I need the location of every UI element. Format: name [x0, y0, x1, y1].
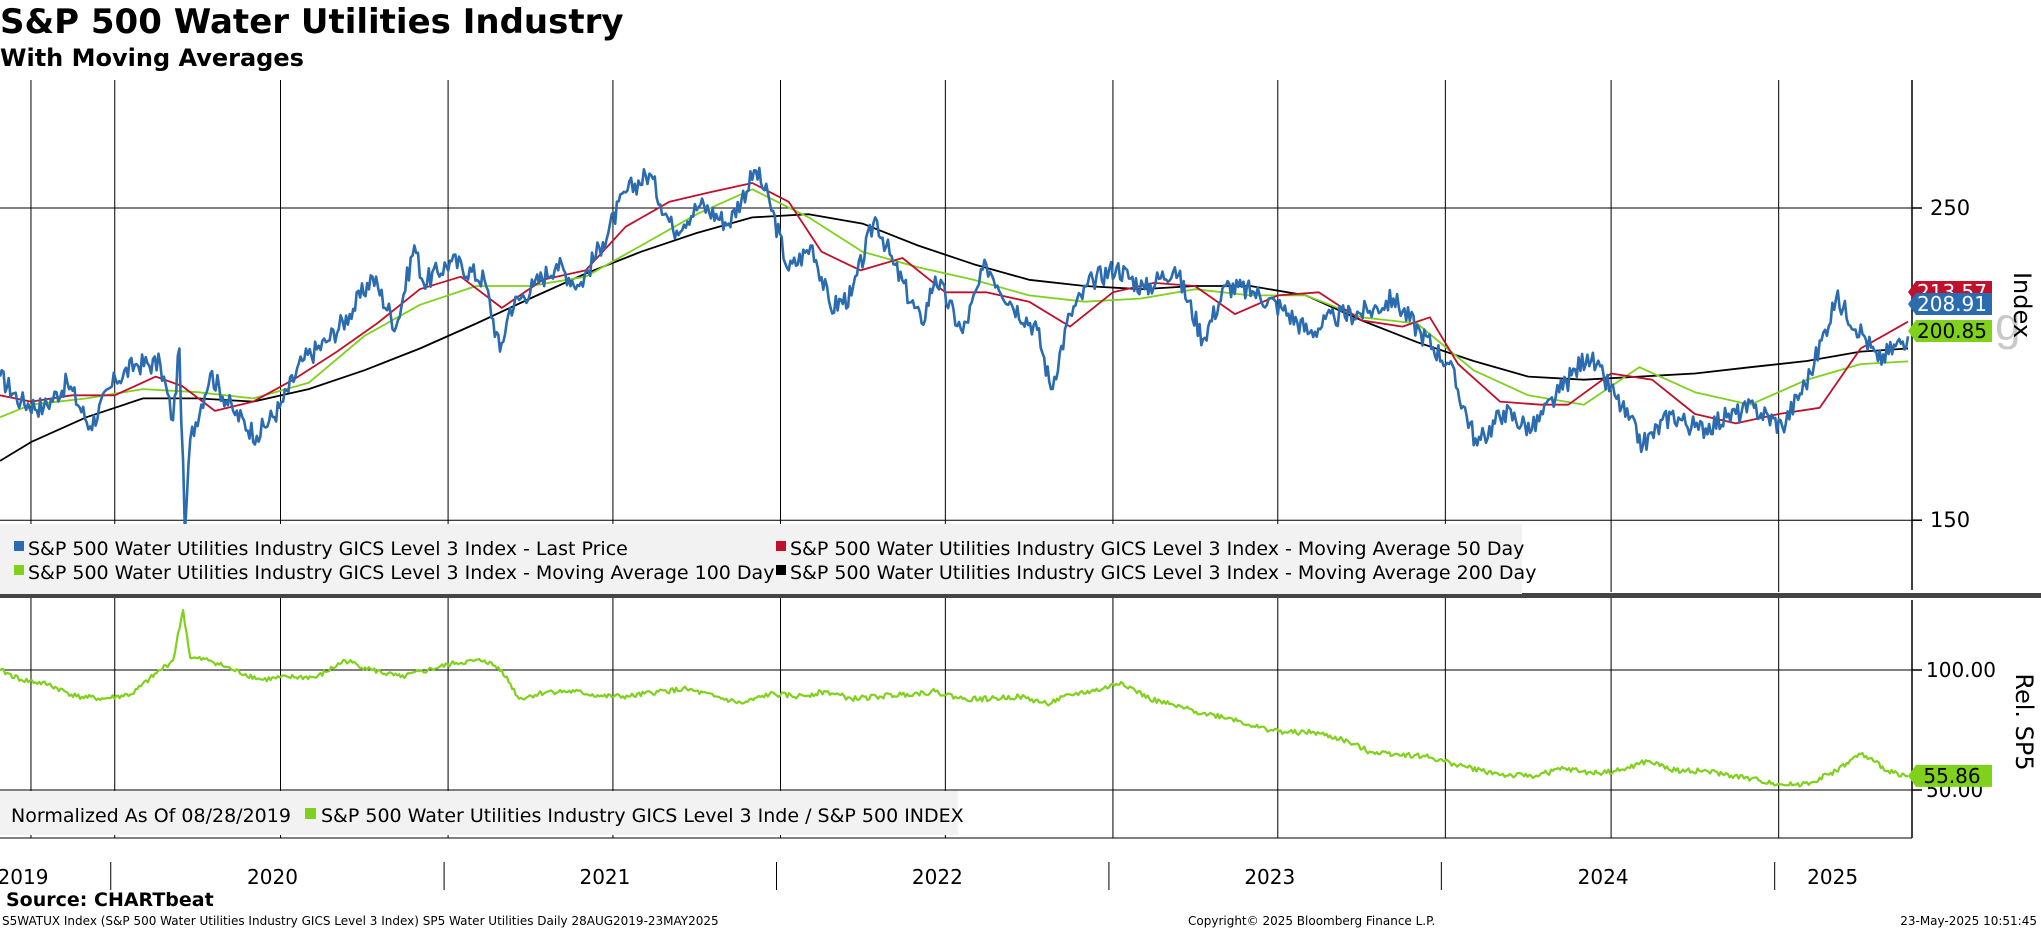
legend-swatch-ma50	[776, 541, 786, 551]
upper-legend-box	[0, 524, 1522, 594]
source-note: Source: CHARTbeat	[6, 889, 214, 911]
legend-normalized-note: Normalized As Of 08/28/2019	[11, 805, 291, 827]
upper-y-axis-label: Index	[2008, 272, 2036, 338]
series-line-ma50	[0, 182, 1909, 425]
series-lines	[0, 166, 1910, 788]
chart-subtitle: With Moving Averages	[0, 44, 304, 72]
value-tag-ma100-bg	[1908, 320, 1992, 342]
value-tag-last-price: 208.91	[1908, 292, 1992, 316]
value-tag-relative-bg	[1908, 764, 1992, 787]
value-tag-ma100-text: 200.85	[1917, 319, 1987, 343]
series-line-ma100	[0, 188, 1909, 419]
value-tag-last-price-text: 208.91	[1917, 292, 1987, 316]
x-tick-label: 2020	[247, 865, 298, 889]
series-line-ma200	[0, 213, 1909, 462]
y-tick-label: 250	[1930, 196, 1970, 220]
watermark-glyph: g	[1995, 298, 2021, 350]
series-line-last_price	[0, 166, 1910, 534]
legend-label-relative: S&P 500 Water Utilities Industry GICS Le…	[321, 805, 964, 827]
legend-swatch-relative	[305, 808, 316, 819]
y-tick-label: 100.00	[1926, 658, 1996, 682]
y-tick-label: 150	[1930, 508, 1970, 532]
chart-title: S&P 500 Water Utilities Industry	[0, 2, 624, 42]
grid-lines	[0, 80, 1912, 838]
x-tick-label: 2022	[912, 865, 963, 889]
legend-label-ma50: S&P 500 Water Utilities Industry GICS Le…	[790, 538, 1524, 560]
footer-copyright: Copyright© 2025 Bloomberg Finance L.P.	[1188, 914, 1436, 928]
x-tick-label: 2019	[0, 865, 48, 889]
lower-legend-box	[0, 791, 958, 835]
value-tag-relative-text: 55.86	[1923, 764, 1980, 788]
value-tag-ma100: 200.85	[1908, 319, 1992, 343]
footer-timestamp: 23-May-2025 10:51:45	[1900, 914, 2037, 928]
x-tick-label: 2024	[1578, 865, 1629, 889]
value-tag-relative: 55.86	[1908, 764, 1992, 788]
legend-swatch-last-price	[14, 541, 24, 551]
x-tick-label: 2021	[579, 865, 630, 889]
lower-y-axis-label: Rel. SP5	[2010, 673, 2038, 770]
panel-separator	[0, 593, 2041, 598]
x-tick-label: 2025	[1807, 865, 1858, 889]
legend-swatch-ma200	[776, 565, 786, 575]
series-line-relative	[0, 608, 1909, 788]
footer-ticker: S5WATUX Index (S&P 500 Water Utilities I…	[2, 914, 719, 928]
legend-label-ma100: S&P 500 Water Utilities Industry GICS Le…	[28, 562, 774, 584]
legend-label-last-price: S&P 500 Water Utilities Industry GICS Le…	[28, 538, 628, 560]
value-tag-last-price-bg	[1908, 293, 1992, 315]
legend-swatch-ma100	[14, 565, 24, 575]
x-tick-label: 2023	[1244, 865, 1295, 889]
legend-label-ma200: S&P 500 Water Utilities Industry GICS Le…	[790, 562, 1536, 584]
